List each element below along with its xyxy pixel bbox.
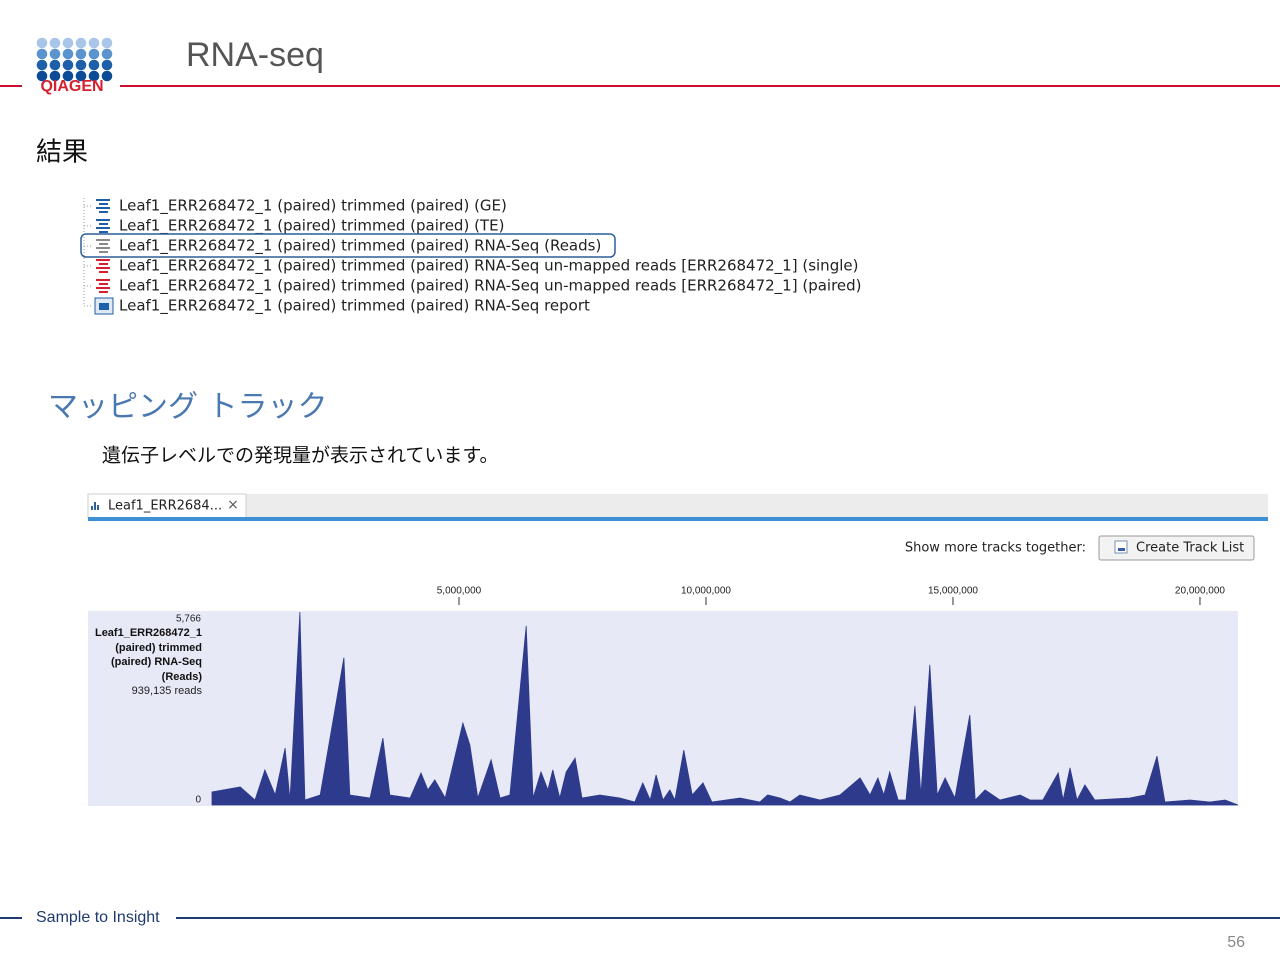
section-heading: 結果 <box>36 138 88 168</box>
logo-dot <box>36 70 48 82</box>
logo-dot <box>49 48 61 60</box>
file-icon <box>96 287 110 289</box>
file-icon <box>99 303 109 310</box>
section-heading: マッピング トラック <box>48 390 328 425</box>
logo-dot <box>49 70 61 82</box>
logo-dot <box>36 48 48 60</box>
create-track-list-button[interactable] <box>1098 535 1255 561</box>
file-icon <box>96 267 110 269</box>
file-icon <box>99 263 108 265</box>
logo-dot <box>62 37 74 49</box>
file-icon <box>99 231 108 233</box>
track-label: Leaf1_ERR268472_1 (paired) trimmed (pair… <box>94 627 202 683</box>
file-icon <box>96 259 110 261</box>
file-icon <box>96 247 110 249</box>
coverage-area <box>211 611 1239 806</box>
file-icon <box>99 251 108 253</box>
logo-dot <box>62 70 74 82</box>
selection-box <box>80 233 616 258</box>
logo-dot <box>75 59 87 71</box>
x-tick-label: 5,000,000 <box>437 586 482 597</box>
tab-label: Leaf1_ERR2684... <box>108 499 222 514</box>
tab-underline <box>88 517 1268 521</box>
file-item: Leaf1_ERR268472_1 (paired) trimmed (pair… <box>119 277 862 296</box>
file-icon <box>96 219 110 221</box>
x-tick-label: 10,000,000 <box>681 586 731 597</box>
logo-dot <box>88 37 100 49</box>
y-tick-label: 0 <box>195 795 201 806</box>
file-icon <box>96 207 110 209</box>
logo-dot <box>49 37 61 49</box>
logo-dot <box>62 59 74 71</box>
logo-dot <box>49 59 61 71</box>
tree-lines <box>83 198 92 307</box>
logo-dot <box>36 59 48 71</box>
logo-dot <box>88 48 100 60</box>
tab-icon <box>91 502 99 510</box>
file-icon <box>99 223 108 225</box>
read-count: 939,135 reads <box>132 685 203 697</box>
logo-dot <box>101 48 113 60</box>
logo-dot <box>36 37 48 49</box>
logo-text: QIAGEN <box>40 78 103 95</box>
logo-dot <box>75 70 87 82</box>
file-icon <box>96 227 110 229</box>
page-number: 56 <box>1227 934 1245 951</box>
file-icon <box>99 211 108 213</box>
logo-dots <box>36 37 113 82</box>
footer-tagline: Sample to Insight <box>36 909 160 926</box>
logo-dot <box>101 37 113 49</box>
logo-dot <box>88 70 100 82</box>
prompt: Show more tracks together: <box>905 541 1086 556</box>
file-item: Leaf1_ERR268472_1 (paired) trimmed (pair… <box>119 237 601 256</box>
file-icon <box>96 199 110 201</box>
slide-title: RNA-seq <box>186 36 324 74</box>
button-label: Create Track List <box>1136 541 1244 556</box>
file-icon <box>96 239 110 241</box>
file-icon <box>96 279 110 281</box>
file-icon <box>99 203 108 205</box>
logo-dot <box>75 37 87 49</box>
logo-dot <box>75 48 87 60</box>
x-tick-label: 15,000,000 <box>928 586 978 597</box>
description: 遺伝子レベルでの発現量が表示されています。 <box>102 445 499 467</box>
file-icon <box>99 271 108 273</box>
file-icon <box>99 291 108 293</box>
logo-dot <box>88 59 100 71</box>
logo-dot <box>101 70 113 82</box>
file-item: Leaf1_ERR268472_1 (paired) trimmed (pair… <box>119 297 590 316</box>
y-tick-label: 5,766 <box>176 614 201 625</box>
file-icon <box>99 243 108 245</box>
button-icon <box>1114 540 1128 554</box>
logo-dot <box>62 48 74 60</box>
file-item: Leaf1_ERR268472_1 (paired) trimmed (pair… <box>119 197 507 216</box>
file-item: Leaf1_ERR268472_1 (paired) trimmed (pair… <box>119 217 504 236</box>
file-icon <box>99 283 108 285</box>
logo-dot <box>101 59 113 71</box>
x-tick-label: 20,000,000 <box>1175 586 1225 597</box>
tab-close[interactable]: × <box>227 497 239 513</box>
tab[interactable] <box>87 493 247 519</box>
tab-bar <box>88 494 1268 518</box>
file-item: Leaf1_ERR268472_1 (paired) trimmed (pair… <box>119 257 858 276</box>
track-background <box>88 611 1238 806</box>
